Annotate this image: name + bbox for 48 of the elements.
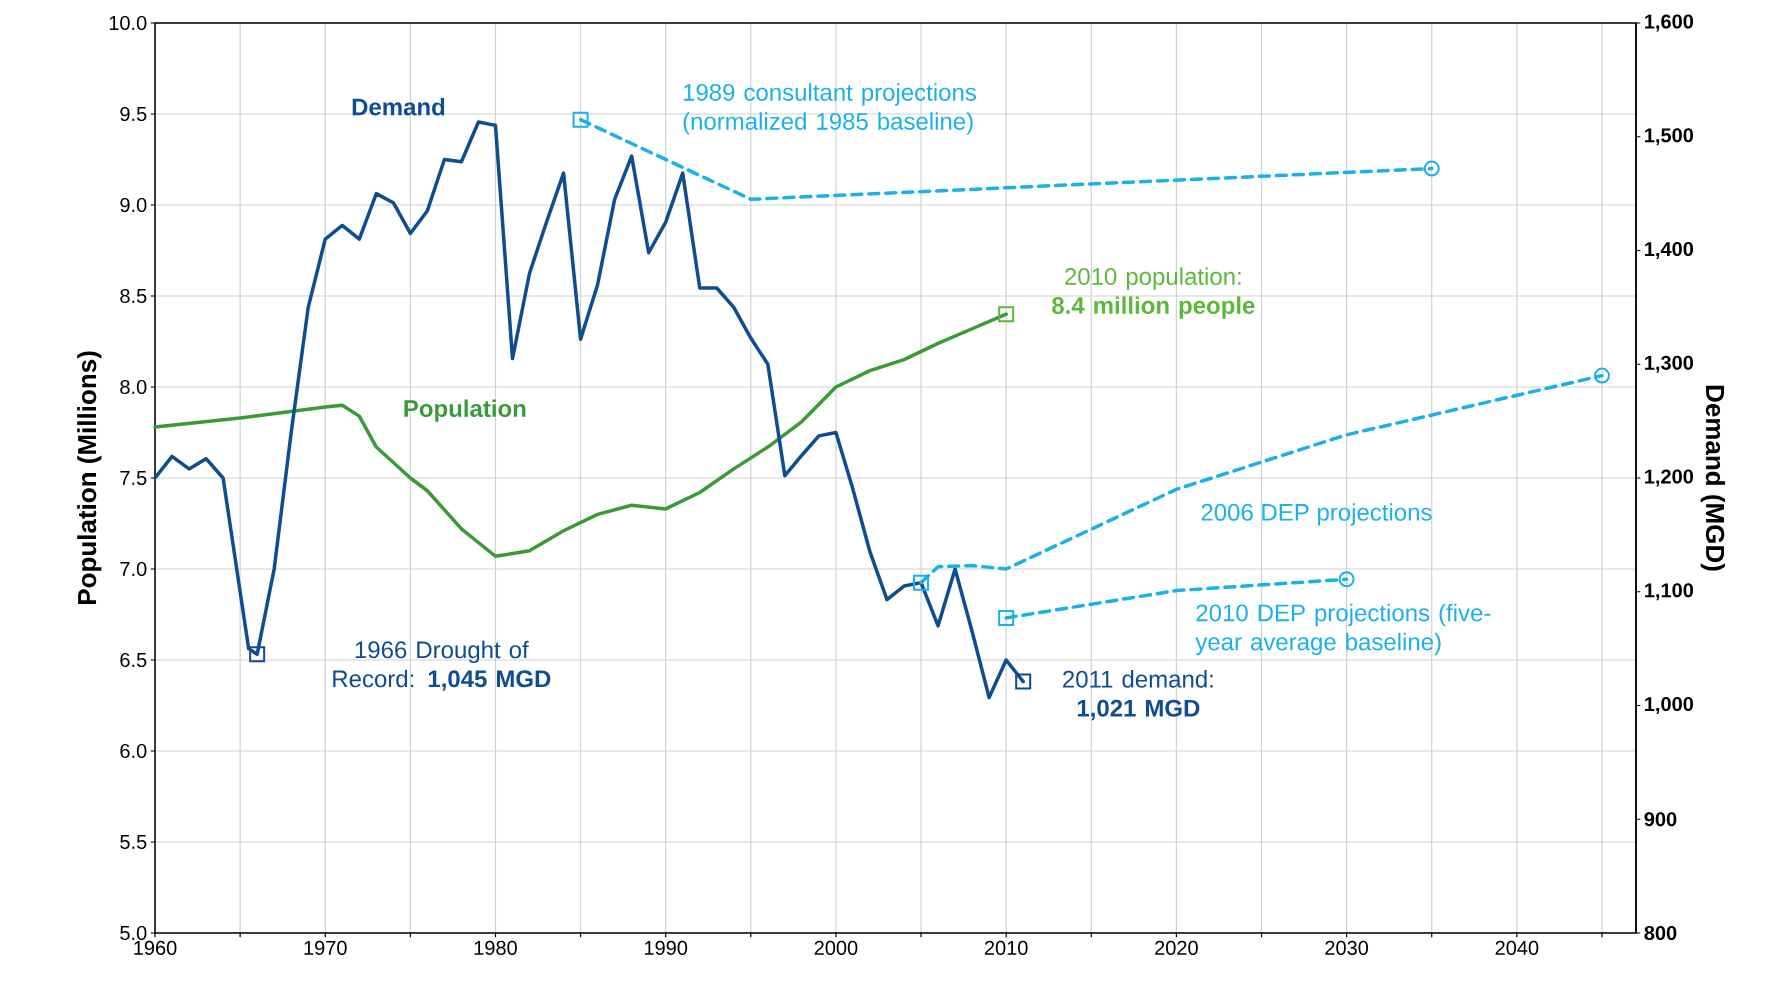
y2-tick-label: 1,000 [1645, 696, 1694, 715]
y2-tick-label: 1,400 [1645, 241, 1694, 260]
y2-tick-label: 1,100 [1645, 583, 1694, 601]
x-tick-label: 2010 [984, 940, 1028, 955]
y-tick-label: 10.0 [109, 15, 147, 31]
point [572, 111, 589, 128]
x-tick-label: 1970 [304, 940, 347, 955]
x-tick-label: 2040 [1495, 940, 1539, 955]
series-label: Population [404, 399, 526, 422]
annotation: 1966 Drought of Record: 1,045 MGD [333, 640, 551, 691]
series-label: 1989 consultant projections (normalized 1985 baseline) [683, 83, 976, 135]
y2-tick-label: 1,200 [1645, 469, 1694, 487]
point [1338, 571, 1355, 588]
y-tick-label: 5.0 [120, 925, 147, 941]
y-axis-title: Population (Millions) [77, 351, 102, 605]
y2-tick-label: 800 [1644, 925, 1677, 941]
x-tick-label: 2000 [814, 940, 858, 955]
y-tick-label: 6.0 [120, 743, 147, 759]
annotation: 2010 population: 8.4 million people [1052, 267, 1255, 319]
y2-tick-label: 1,600 [1645, 14, 1694, 32]
y-tick-label: 8.5 [120, 288, 147, 304]
y-tick-label: 6.5 [120, 652, 147, 668]
series-label: Demand [352, 97, 445, 116]
x-tick-label: 1990 [644, 940, 688, 955]
point [249, 646, 266, 663]
x-tick-label: 1960 [134, 940, 177, 955]
point [1015, 673, 1032, 690]
y-tick-label: 5.5 [120, 835, 147, 849]
point [1423, 160, 1440, 177]
y-tick-label: 9.5 [120, 106, 147, 122]
y2-tick-label: 1,500 [1645, 128, 1694, 146]
annotation: 2011 demand: 1,021 MGD [1063, 670, 1213, 721]
y2-axis-title: Demand (MGD) [1700, 385, 1725, 571]
series-label: 2006 DEP projections [1201, 503, 1432, 526]
y-tick-label: 9.0 [120, 197, 147, 213]
y-tick-label: 7.5 [120, 471, 147, 485]
x-tick-label: 2020 [1155, 940, 1198, 955]
point [1593, 367, 1610, 384]
x-tick-label: 2030 [1325, 940, 1369, 955]
y-tick-label: 8.0 [120, 379, 147, 395]
y2-tick-label: 900 [1644, 812, 1677, 827]
y-tick-label: 7.0 [120, 561, 147, 577]
point [998, 609, 1015, 626]
series-label: 2010 DEP projections (five-year average baseline) [1195, 603, 1491, 656]
line-series [153, 312, 1008, 558]
x-tick-label: 1980 [474, 940, 517, 955]
point [913, 574, 930, 591]
y2-tick-label: 1,300 [1645, 355, 1694, 373]
